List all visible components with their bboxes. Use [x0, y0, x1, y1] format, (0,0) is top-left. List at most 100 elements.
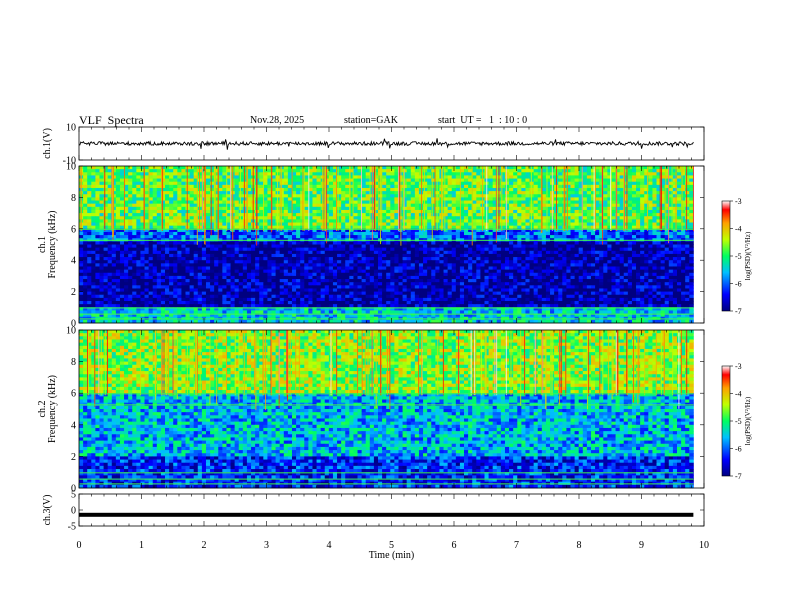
spectrogram-cell: [128, 209, 133, 214]
spectrogram-cell: [685, 257, 690, 261]
spectrogram-cell: [648, 206, 653, 211]
spectrogram-cell: [394, 266, 399, 271]
spectrogram-cell: [558, 181, 563, 186]
spectrogram-cell: [627, 181, 633, 186]
spectrogram-cell: [99, 203, 104, 208]
spectrogram-cell: [570, 166, 575, 170]
spectrogram-cell: [234, 200, 240, 205]
spectrogram-cell: [308, 181, 313, 186]
spectrogram-cell: [631, 200, 637, 205]
spectrogram-cell: [443, 250, 449, 255]
spectrogram-cell: [599, 187, 604, 192]
spectrogram-cell: [91, 219, 96, 223]
spectrogram-cell: [152, 216, 158, 220]
spectrogram-cell: [181, 263, 186, 267]
spectrogram-cell: [181, 197, 186, 201]
spectrogram-cell: [189, 241, 195, 245]
spectrogram-cell: [251, 266, 256, 271]
spectrogram-cell: [308, 260, 313, 264]
spectrogram-cell: [193, 166, 199, 170]
spectrogram-cell: [246, 216, 252, 220]
spectrogram-cell: [259, 266, 264, 271]
spectrogram-cell: [87, 175, 92, 179]
spectrogram-cell: [144, 260, 150, 264]
spectrogram-cell: [611, 200, 616, 205]
spectrogram-cell: [451, 257, 457, 261]
spectrogram-cell: [640, 172, 645, 176]
spectrogram-cell: [91, 213, 96, 217]
spectrogram-cell: [550, 244, 555, 249]
spectrogram-cell: [140, 200, 145, 205]
spectrogram-cell: [357, 222, 363, 227]
spectrogram-cell: [271, 209, 276, 214]
spectrogram-cell: [410, 231, 416, 236]
spectrogram-cell: [144, 172, 150, 176]
spectrogram-cell: [447, 216, 453, 220]
spectrogram-cell: [500, 209, 506, 214]
spectrogram-cell: [341, 231, 346, 236]
spectrogram-cell: [160, 166, 166, 170]
spectrogram-cell: [685, 260, 690, 264]
spectrogram-cell: [267, 244, 272, 249]
spectrogram-cell: [676, 206, 682, 211]
spectrogram-cell: [386, 222, 391, 227]
spectrogram-cell: [418, 244, 424, 249]
spectrogram-cell: [214, 266, 219, 271]
spectrogram-cell: [390, 263, 395, 267]
spectrogram-cell: [357, 225, 363, 230]
spectrogram-cell: [95, 197, 100, 201]
spectrogram-cell: [144, 209, 150, 214]
spectrogram-cell: [558, 216, 563, 220]
spectrogram-cell: [578, 250, 584, 255]
spectrogram-cell: [165, 209, 170, 214]
spectrogram-cell: [234, 191, 240, 195]
spectrogram-cell: [541, 244, 547, 249]
spectrogram-cell: [533, 206, 539, 211]
spectrogram-cell: [681, 169, 686, 173]
spectrogram-cell: [177, 166, 182, 170]
spectrogram-cell: [165, 263, 170, 267]
spectrogram-cell: [599, 222, 604, 227]
spectrogram-cell: [181, 250, 186, 255]
spectrogram-cell: [509, 260, 514, 264]
spectrogram-cell: [472, 166, 477, 170]
spectrogram-cell: [181, 244, 186, 249]
spectrogram-cell: [259, 228, 264, 233]
spectrogram-cell: [353, 178, 358, 183]
spectrogram-cell: [91, 178, 96, 183]
spectrogram-cell: [136, 169, 141, 173]
spectrogram-cell: [251, 260, 256, 264]
spectrogram-cell: [124, 247, 129, 252]
spectrogram-cell: [332, 181, 338, 186]
spectrogram-cell: [242, 187, 248, 192]
spectrogram-cell: [521, 213, 526, 217]
spectrogram-cell: [246, 247, 252, 252]
spectrogram-cell: [640, 200, 645, 205]
spectrogram-cell: [431, 197, 436, 201]
spectrogram-cell: [173, 228, 178, 233]
spectrogram-cell: [570, 247, 575, 252]
spectrogram-cell: [300, 250, 305, 255]
spectrogram-cell: [337, 181, 342, 186]
spectrogram-cell: [361, 247, 367, 252]
spectrogram-cell: [590, 263, 596, 267]
spectrogram-cell: [283, 175, 289, 179]
spectrogram-cell: [410, 175, 416, 179]
spectrogram-cell: [644, 172, 649, 176]
spectrogram-cell: [169, 194, 174, 198]
spectrogram-cell: [570, 253, 575, 258]
spectrogram-cell: [472, 213, 477, 217]
spectrogram-cell: [83, 260, 88, 264]
spectrogram-cell: [631, 241, 637, 245]
spectrogram-cell: [611, 222, 616, 227]
spectrogram-cell: [554, 266, 559, 271]
spectrogram-cell: [398, 266, 403, 271]
spectrogram-cell: [238, 172, 244, 176]
spectrogram-cell: [283, 216, 289, 220]
spectrogram-cell: [275, 266, 281, 271]
spectrogram-cell: [353, 194, 358, 198]
spectrogram-cell: [136, 241, 141, 245]
spectrogram-cell: [586, 253, 592, 258]
spectrogram-cell: [603, 178, 608, 183]
spectrogram-cell: [394, 213, 399, 217]
